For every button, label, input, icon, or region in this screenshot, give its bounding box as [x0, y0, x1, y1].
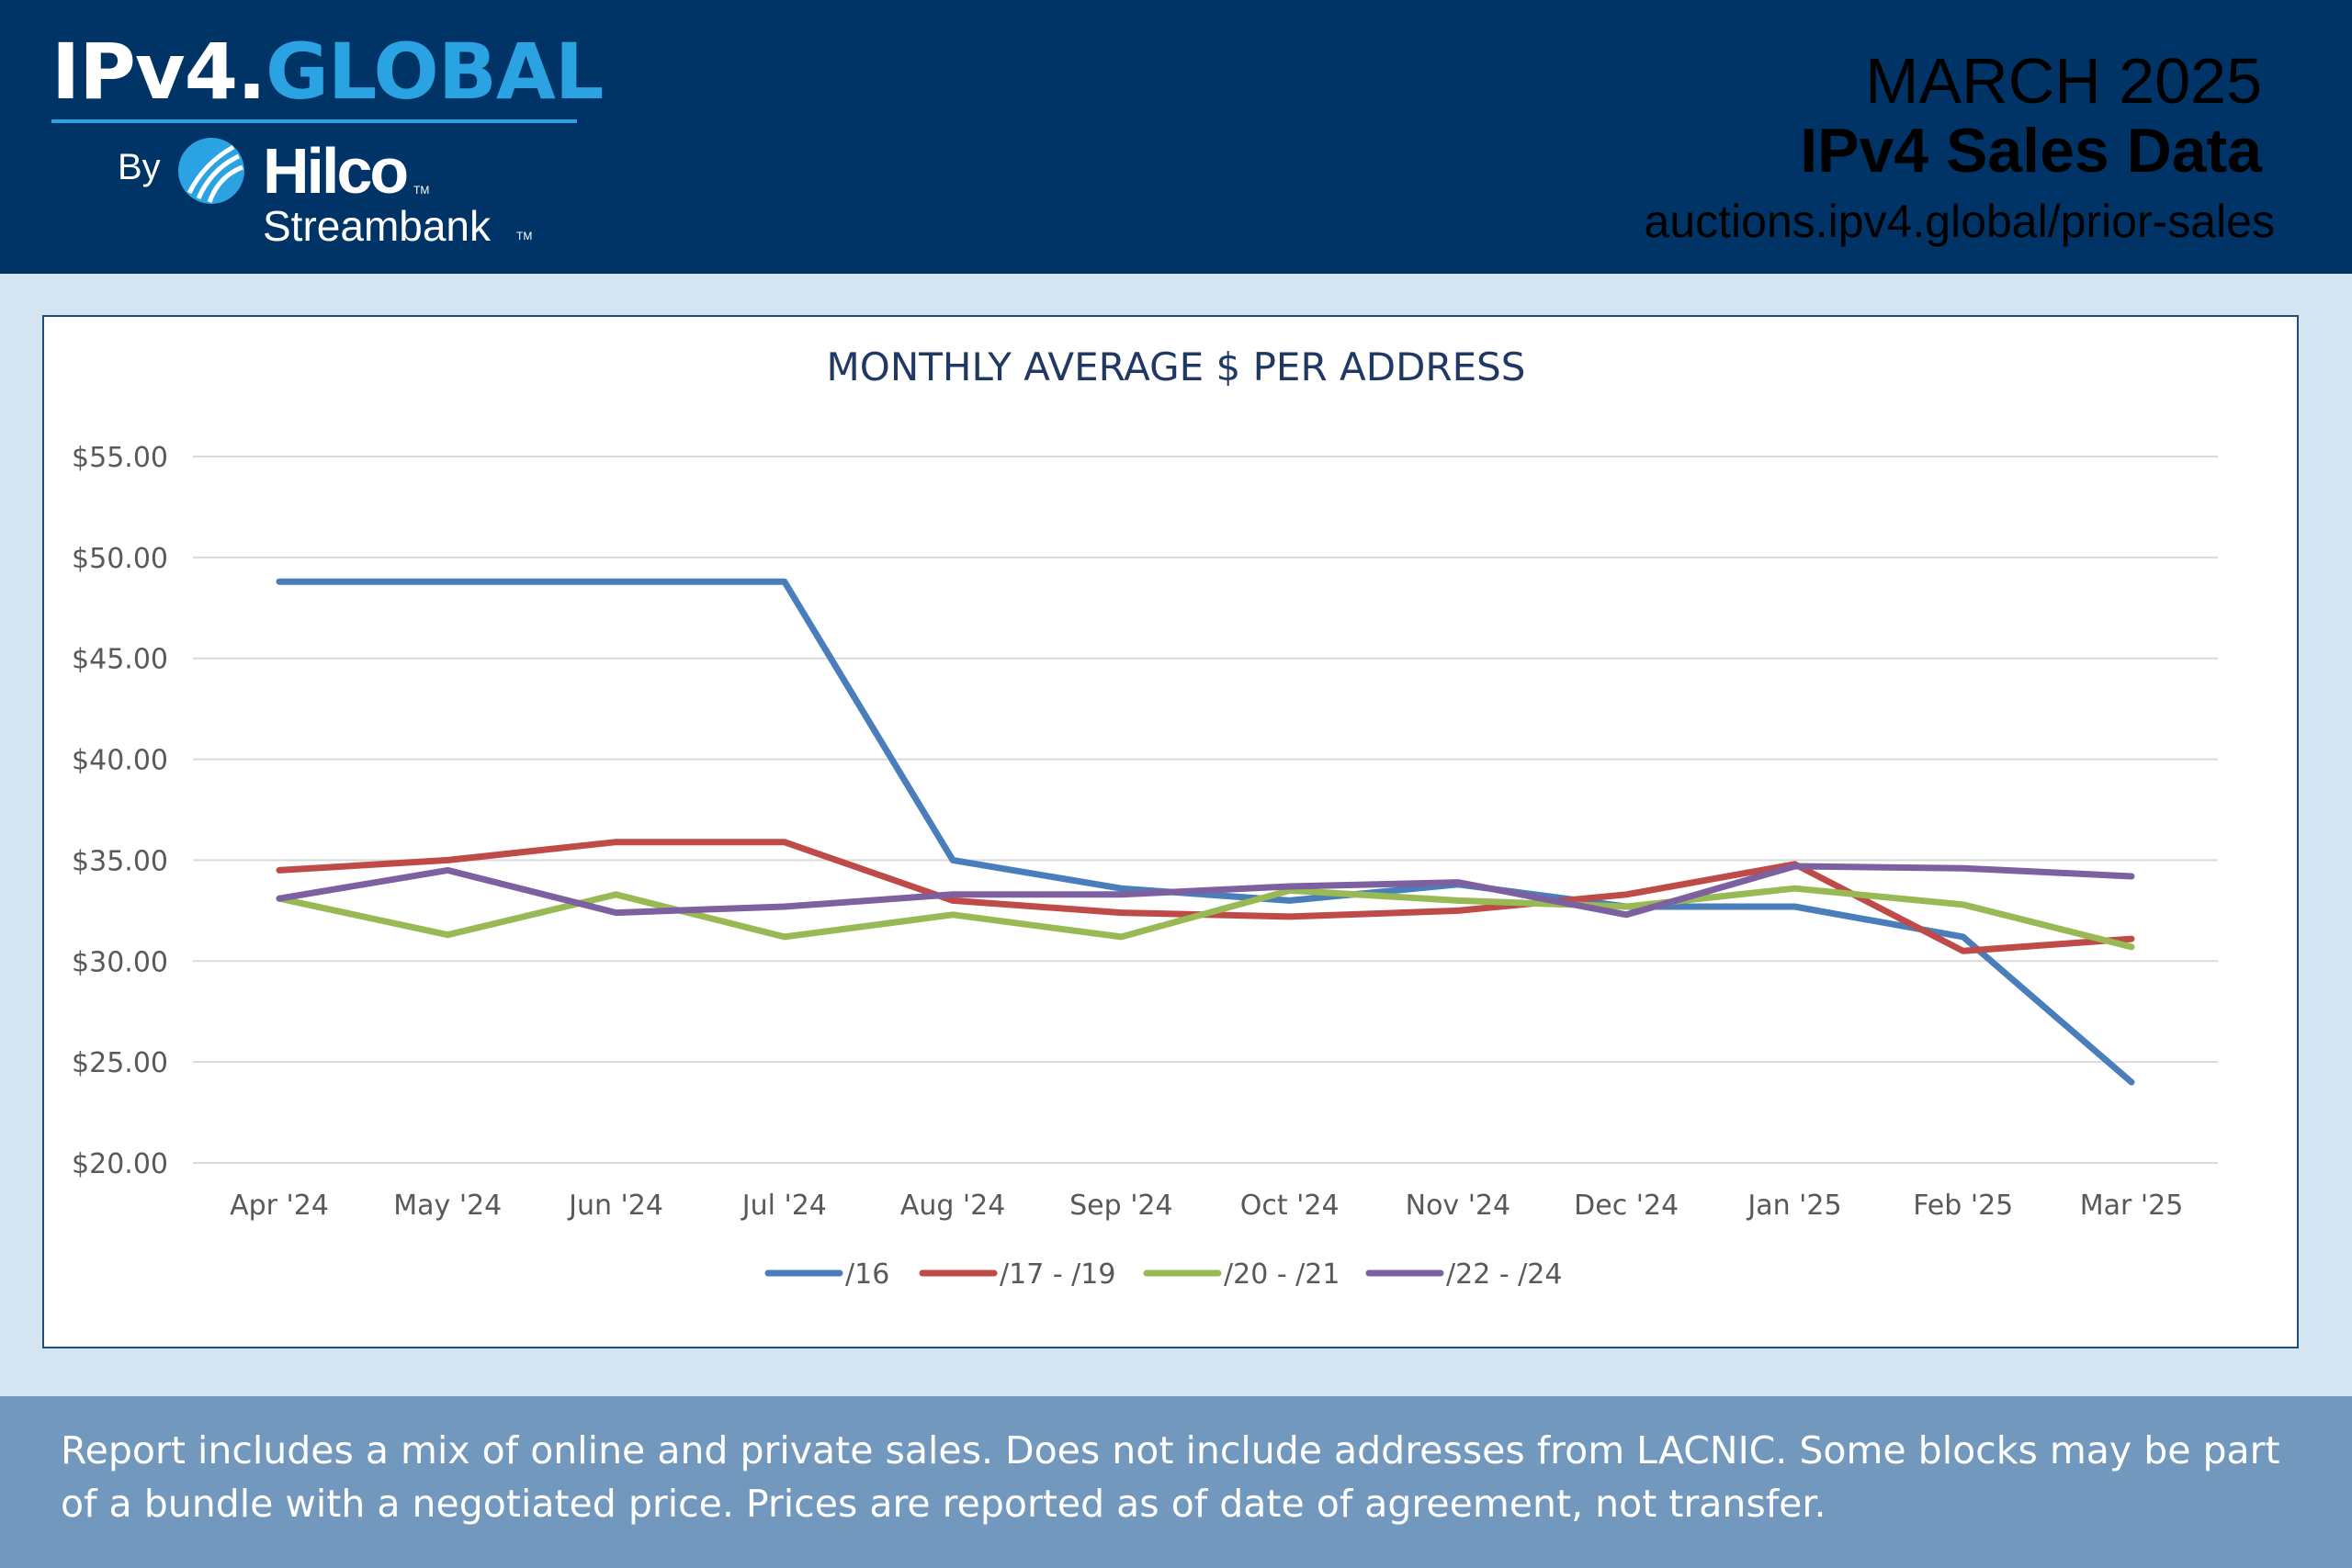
- trademark-mark: TM: [516, 230, 533, 243]
- y-tick-label: $20.00: [72, 1148, 168, 1180]
- logo-by-text: By: [118, 147, 161, 187]
- y-tick-label: $30.00: [72, 946, 168, 978]
- x-tick-label: May '24: [393, 1190, 502, 1222]
- line-chart: $20.00 $25.00 $30.00 $35.00 $40.00 $45.00 $50.…: [72, 442, 2218, 1291]
- x-tick-label: Jun '24: [567, 1190, 663, 1222]
- x-tick-label: Nov '24: [1406, 1190, 1511, 1222]
- x-tick-label: Apr '24: [230, 1190, 329, 1222]
- streambank-brand-name: Streambank: [263, 202, 492, 250]
- legend-label: /16: [845, 1258, 889, 1291]
- header-banner: IPv4.GLOBAL By Hilco TM Streambank TM MA…: [0, 0, 2352, 274]
- hilco-streambank-icon: [178, 138, 244, 204]
- x-tick-label: Oct '24: [1240, 1190, 1340, 1222]
- y-tick-label: $35.00: [72, 845, 168, 877]
- report-month: MARCH 2025: [1865, 45, 2262, 117]
- chart-title: MONTHLY AVERAGE $ PER ADDRESS: [826, 344, 1526, 389]
- y-tick-label: $40.00: [72, 745, 168, 777]
- y-tick-label: $55.00: [72, 442, 168, 474]
- legend-label: /20 - /21: [1224, 1258, 1340, 1291]
- trademark-mark: TM: [413, 184, 430, 197]
- ipv4-global-logo: IPv4.GLOBAL: [51, 27, 604, 117]
- x-tick-label: Dec '24: [1574, 1190, 1679, 1222]
- chart-panel: [42, 315, 2299, 1348]
- hilco-brand-name: Hilco: [263, 135, 409, 207]
- series-line: [276, 863, 2135, 919]
- x-tick-label: Sep '24: [1069, 1190, 1173, 1222]
- series-line: [276, 885, 2135, 951]
- x-tick-label: Jul '24: [741, 1190, 827, 1222]
- x-tick-label: Mar '25: [2080, 1190, 2184, 1222]
- y-tick-label: $45.00: [72, 644, 168, 676]
- legend-label: /22 - /24: [1446, 1258, 1562, 1291]
- footer-disclaimer: Report includes a mix of online and priv…: [61, 1428, 2280, 1526]
- logo-underline: [51, 119, 577, 123]
- source-url-link[interactable]: auctions.ipv4.global/prior-sales: [1644, 196, 2275, 247]
- x-tick-label: Jan '25: [1746, 1190, 1841, 1222]
- series-line: [276, 578, 2135, 1086]
- footer-band: Report includes a mix of online and priv…: [0, 1396, 2352, 1568]
- y-tick-label: $50.00: [72, 543, 168, 575]
- legend-label: /17 - /19: [1000, 1258, 1115, 1291]
- y-tick-label: $25.00: [72, 1047, 168, 1079]
- x-tick-label: Feb '25: [1913, 1190, 2013, 1222]
- x-tick-label: Aug '24: [900, 1190, 1006, 1222]
- report-title: IPv4 Sales Data: [1800, 116, 2262, 186]
